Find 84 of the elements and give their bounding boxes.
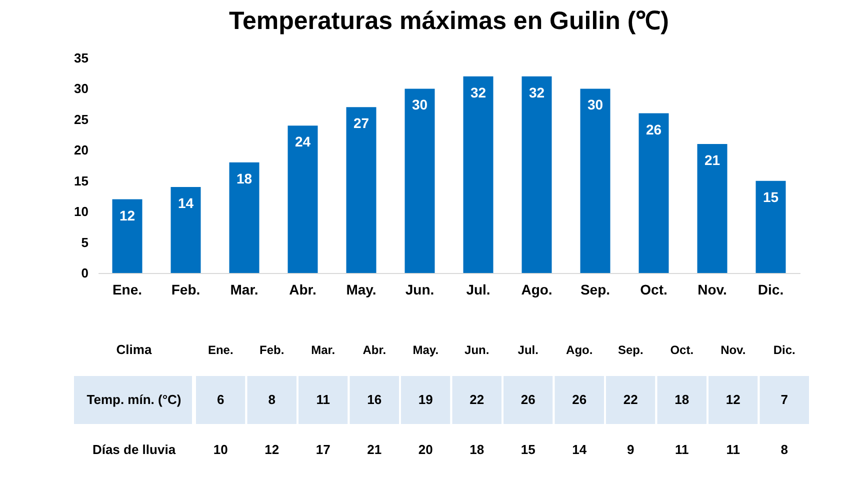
x-tick-label: Sep. bbox=[580, 282, 610, 298]
data-label: 20 bbox=[418, 442, 433, 457]
x-tick-label: Feb. bbox=[171, 282, 200, 298]
chart-title: Temperaturas máximas en Guilin (℃) bbox=[229, 7, 669, 35]
data-label: 26 bbox=[572, 392, 587, 407]
data-label: 15 bbox=[762, 188, 779, 205]
x-tick-label: May. bbox=[412, 343, 439, 357]
y-tick-label: 25 bbox=[74, 112, 88, 127]
x-tick-label: Ene. bbox=[208, 343, 234, 357]
bar bbox=[756, 180, 786, 273]
x-tick-label: Jun. bbox=[405, 282, 434, 298]
data-label: 12 bbox=[264, 442, 280, 457]
bar bbox=[170, 187, 201, 273]
x-tick-label: Mar. bbox=[311, 343, 336, 357]
data-label: 12 bbox=[119, 207, 136, 224]
data-label: 17 bbox=[316, 442, 330, 457]
x-tick-label: May. bbox=[346, 282, 376, 298]
y-axis-title: Clima bbox=[116, 342, 152, 357]
x-tick-label: Oct. bbox=[640, 282, 668, 298]
bar bbox=[697, 144, 728, 273]
bar bbox=[346, 107, 376, 273]
data-label: 11 bbox=[726, 442, 740, 457]
x-tick-label: Ago. bbox=[566, 343, 593, 357]
data-label: 30 bbox=[412, 96, 428, 113]
x-tick-label: Ene. bbox=[112, 282, 142, 298]
data-label: 32 bbox=[470, 84, 486, 100]
y-tick-label: 10 bbox=[74, 204, 88, 220]
data-label: 18 bbox=[470, 442, 484, 457]
data-label: 7 bbox=[780, 392, 788, 407]
x-tick-label: Abr. bbox=[362, 343, 386, 357]
x-tick-label: Abr. bbox=[289, 282, 316, 298]
y-tick-label: 30 bbox=[74, 81, 88, 96]
data-label: 32 bbox=[528, 84, 545, 100]
x-tick-label: Mar. bbox=[230, 282, 258, 298]
y-tick-label: 15 bbox=[74, 173, 88, 188]
data-label: 19 bbox=[418, 392, 433, 407]
data-label: 8 bbox=[780, 442, 788, 457]
data-label: 18 bbox=[236, 170, 252, 186]
x-tick-label: Jun. bbox=[464, 343, 490, 357]
bar bbox=[229, 162, 260, 273]
bar bbox=[112, 199, 142, 273]
bar bbox=[463, 76, 494, 273]
x-tick-label: Nov. bbox=[720, 343, 746, 357]
bar bbox=[404, 88, 435, 273]
data-label: 21 bbox=[367, 442, 382, 457]
data-label: 24 bbox=[294, 134, 311, 150]
data-label: 8 bbox=[268, 392, 276, 407]
data-label: 14 bbox=[178, 195, 194, 211]
data-label: 6 bbox=[217, 392, 224, 407]
data-label: 12 bbox=[726, 392, 740, 407]
data-label: 22 bbox=[470, 392, 484, 407]
data-label: 22 bbox=[623, 392, 638, 407]
x-tick-label: Jul. bbox=[466, 282, 490, 298]
y-tick-label: 35 bbox=[74, 50, 88, 66]
x-tick-label: Sep. bbox=[618, 343, 644, 357]
data-label: 26 bbox=[646, 121, 662, 138]
x-tick-label: Dic. bbox=[773, 343, 796, 357]
data-label: 21 bbox=[704, 152, 720, 168]
y-tick-label: 0 bbox=[81, 266, 88, 280]
data-label: 30 bbox=[587, 96, 604, 113]
data-label: 9 bbox=[627, 442, 634, 457]
data-label: 11 bbox=[316, 392, 330, 407]
x-tick-label: Feb. bbox=[260, 343, 284, 357]
bar bbox=[580, 88, 610, 273]
x-tick-label: Dic. bbox=[758, 282, 784, 298]
y-tick-label: Días de lluvia bbox=[92, 442, 176, 457]
x-tick-label: Nov. bbox=[698, 282, 727, 298]
data-label: 10 bbox=[213, 442, 228, 457]
data-label: 27 bbox=[353, 115, 370, 132]
bar bbox=[522, 76, 552, 273]
data-label: 16 bbox=[367, 392, 382, 407]
data-label: 26 bbox=[520, 392, 536, 407]
x-tick-label: Ago. bbox=[521, 282, 552, 298]
bar bbox=[288, 126, 318, 273]
y-tick-label: 20 bbox=[74, 142, 88, 158]
data-label: 15 bbox=[520, 442, 536, 457]
data-label: 18 bbox=[674, 392, 690, 407]
data-label: 11 bbox=[675, 442, 689, 457]
y-tick-label: Temp. mín. (°C) bbox=[86, 392, 182, 407]
x-tick-label: Jul. bbox=[518, 343, 538, 357]
bar bbox=[638, 113, 669, 273]
x-tick-label: Oct. bbox=[670, 343, 694, 357]
data-label: 14 bbox=[572, 442, 588, 457]
y-tick-label: 5 bbox=[81, 234, 88, 250]
